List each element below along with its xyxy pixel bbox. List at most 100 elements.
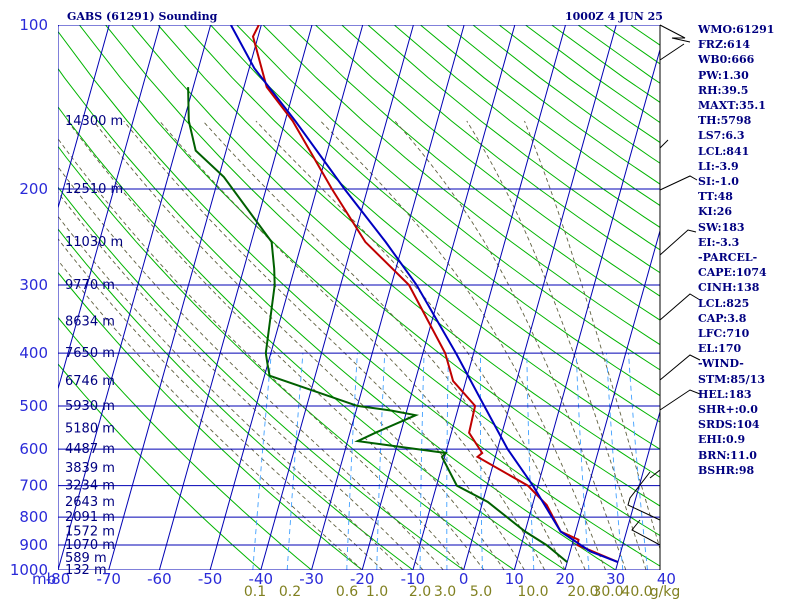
- stat-item: KI:26: [698, 205, 733, 219]
- isotherm-line: [108, 25, 262, 570]
- dry-adiabat-line: [210, 25, 660, 397]
- height-label: 9770 m: [65, 278, 115, 293]
- stat-item: LCL:825: [698, 296, 750, 310]
- mixing-ratio-label: 0.2: [279, 584, 301, 600]
- moist-adiabat-line: [394, 120, 627, 570]
- moist-adiabat-line: [524, 120, 660, 551]
- dry-adiabat-line: [315, 25, 660, 297]
- temperature-tick-label: -20: [350, 570, 375, 588]
- temperature-tick-label: -50: [198, 570, 223, 588]
- dry-adiabat-line: [341, 25, 660, 274]
- height-label: 3839 m: [65, 461, 115, 476]
- stats-panel: WMO:61291 FRZ:614 WB0:666 PW:1.30 RH:39.5 MAX…: [698, 22, 774, 478]
- wind-profile: [627, 24, 701, 570]
- moist-adiabat-line: [202, 120, 566, 570]
- stat-item: EI:-3.3: [698, 235, 740, 249]
- mixing-ratio-label: g/kg: [650, 584, 681, 600]
- mixing-ratio-label: 3.0: [434, 584, 456, 600]
- stat-item: BSHR:98: [698, 463, 755, 477]
- dry-adiabat-line: [262, 25, 660, 346]
- height-label: 589 m: [65, 551, 107, 566]
- wind-barb: [659, 293, 701, 321]
- stat-item: CAP:3.8: [698, 311, 747, 325]
- dry-adiabat-line: [58, 145, 515, 570]
- wind-barb: [659, 24, 691, 43]
- wind-barb: [649, 469, 661, 479]
- moist-adiabat-line: [93, 120, 505, 570]
- dry-adiabat-line: [58, 363, 262, 570]
- temperature-tick-label: 10: [505, 570, 524, 588]
- stat-item: WMO:61291: [698, 23, 775, 36]
- mixing-ratio-label: 40.0: [621, 584, 652, 600]
- height-label: 1572 m: [65, 525, 115, 540]
- mixing-ratio-label: 2.0: [409, 584, 431, 600]
- dewpoint-profile: [187, 87, 568, 563]
- stat-item: TT:48: [698, 190, 733, 204]
- dry-adiabat-line: [183, 25, 660, 423]
- mixing-ratio-label: 30.0: [592, 584, 623, 600]
- height-label: 1070 m: [65, 538, 115, 553]
- pressure-unit-label: mb: [32, 570, 56, 588]
- moist-adiabat-line: [159, 120, 546, 570]
- mixing-ratio-label: 10.0: [517, 584, 548, 600]
- stat-item: STM:85/13: [698, 372, 765, 386]
- isotherm-line: [361, 25, 516, 570]
- height-label: 2643 m: [65, 495, 115, 510]
- pressure-tick-label: 900: [19, 536, 48, 554]
- isotherm-line: [412, 25, 566, 570]
- stat-item: SRDS:104: [698, 418, 760, 432]
- temperature-tick-label: -10: [401, 570, 426, 588]
- dry-adiabat-line: [58, 67, 616, 570]
- height-label: 7650 m: [65, 346, 115, 361]
- stat-item: HEL:183: [698, 387, 752, 401]
- dry-adiabat-line: [367, 25, 660, 251]
- isotherm-line: [615, 409, 660, 570]
- pressure-tick-label: 400: [19, 344, 48, 362]
- dry-adiabat-line: [236, 25, 660, 371]
- stat-item: BRN:11.0: [698, 448, 757, 462]
- height-label: 12510 m: [65, 182, 123, 197]
- isobar-isotherm-grid: [58, 25, 660, 570]
- temperature-tick-label: -60: [147, 570, 172, 588]
- dry-adiabat-line: [79, 25, 660, 537]
- temperature-tick-label: 20: [555, 570, 574, 588]
- temperature-tick-label: 30: [606, 570, 625, 588]
- height-label: 8634 m: [65, 315, 115, 330]
- stat-item: TH:5798: [698, 114, 752, 128]
- moist-adiabats: [58, 120, 660, 570]
- mixing-ratio-label: 5.0: [470, 584, 492, 600]
- height-label: 2091 m: [65, 510, 115, 525]
- pressure-tick-label: 300: [19, 276, 48, 294]
- temperature-tick-label: -80: [46, 570, 71, 588]
- wind-barb: [659, 229, 697, 256]
- dry-adiabat-line: [157, 25, 660, 450]
- isotherm-line: [260, 25, 414, 570]
- sounding-profiles: [187, 25, 619, 564]
- moist-adiabat-line: [58, 215, 404, 570]
- temperature-tick-label: -70: [96, 570, 121, 588]
- mixing-ratio-label: 0.6: [336, 584, 358, 600]
- parcel-profile: [230, 25, 619, 564]
- dry-adiabat-line: [131, 25, 660, 478]
- height-label: 3234 m: [65, 479, 115, 494]
- moist-adiabat-line: [58, 191, 424, 570]
- isotherm-line: [513, 47, 660, 570]
- dry-adiabat-line: [105, 25, 660, 507]
- isotherm-line: [58, 25, 110, 210]
- stat-item: PW:1.30: [698, 68, 749, 82]
- isotherm-line: [158, 25, 313, 570]
- isotherm-line: [209, 25, 364, 570]
- isotherm-line: [58, 25, 212, 570]
- moist-adiabat-line: [58, 166, 444, 570]
- stat-item: LS7:6.3: [698, 129, 745, 143]
- temperature-tick-label: 40: [657, 570, 676, 588]
- pressure-tick-label: 200: [19, 180, 48, 198]
- stat-item: EHI:0.9: [698, 433, 746, 447]
- temperature-tick-label: 0: [459, 570, 469, 588]
- chart-timestamp: 1000Z 4 JUN 25: [565, 10, 663, 23]
- pressure-tick-label: 500: [19, 397, 48, 415]
- moist-adiabat-line: [67, 120, 485, 570]
- pressure-tick-label: 100: [19, 16, 48, 34]
- isotherm-line: [311, 25, 465, 570]
